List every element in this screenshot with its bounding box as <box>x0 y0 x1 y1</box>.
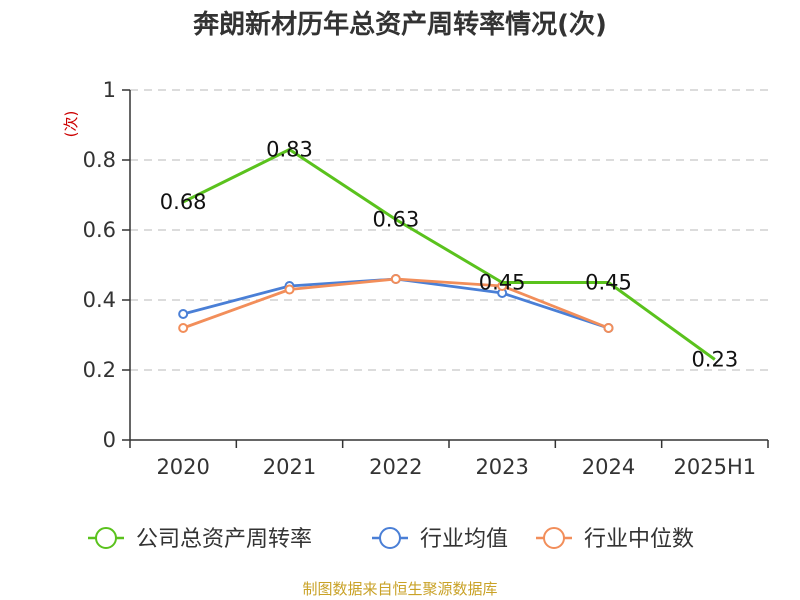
legend-marker <box>95 527 117 549</box>
data-point <box>603 323 614 333</box>
data-labels: 0.68 0.83 0.63 0.45 0.45 0.23 <box>160 138 738 372</box>
y-tick-label: 0.6 <box>83 218 116 242</box>
series-line <box>182 148 716 361</box>
data-label: 0.45 <box>585 271 632 295</box>
data-point <box>178 323 189 333</box>
x-tick-label: 2024 <box>582 455 635 479</box>
y-tick-label: 0.2 <box>83 358 116 382</box>
data-point <box>390 274 401 284</box>
data-label: 0.23 <box>691 348 738 372</box>
legend-label: 行业均值 <box>420 527 508 552</box>
y-tick-labels: 0 0.2 0.4 0.6 0.8 1 <box>83 78 116 452</box>
legend-marker <box>543 527 565 549</box>
legend-item[interactable]: 行业均值 <box>372 527 508 552</box>
legend-label: 行业中位数 <box>584 527 694 552</box>
x-tick-label: 2022 <box>369 455 422 479</box>
chart-title: 奔朗新材历年总资产周转率情况(次) <box>193 10 607 40</box>
y-tick-label: 0 <box>103 428 116 452</box>
data-label: 0.63 <box>372 208 419 232</box>
data-label: 0.83 <box>266 138 313 162</box>
x-tick-label: 2021 <box>263 455 316 479</box>
source-note: 制图数据来自恒生聚源数据库 <box>302 580 498 598</box>
data-point <box>284 284 295 295</box>
x-tick-label: 2023 <box>475 455 528 479</box>
data-label: 0.68 <box>160 190 207 214</box>
legend: 公司总资产周转率 行业均值 行业中位数 <box>88 527 694 552</box>
x-tick-labels: 2020 2021 2022 2023 2024 2025H1 <box>156 455 756 479</box>
x-tick-label: 2020 <box>156 455 209 479</box>
series-line <box>182 277 610 330</box>
series-lines <box>178 148 716 361</box>
legend-item[interactable]: 公司总资产周转率 <box>88 527 312 552</box>
legend-item[interactable]: 行业中位数 <box>536 527 694 552</box>
y-tick-label: 1 <box>103 78 116 102</box>
data-label: 0.45 <box>479 271 526 295</box>
y-tick-label: 0.8 <box>83 148 116 172</box>
y-tick-label: 0.4 <box>83 288 116 312</box>
y-axis-label: (次) <box>62 111 80 138</box>
data-point <box>178 309 189 319</box>
legend-marker <box>379 527 401 549</box>
axes <box>122 89 769 448</box>
legend-label: 公司总资产周转率 <box>136 527 312 552</box>
x-tick-label: 2025H1 <box>674 455 757 479</box>
